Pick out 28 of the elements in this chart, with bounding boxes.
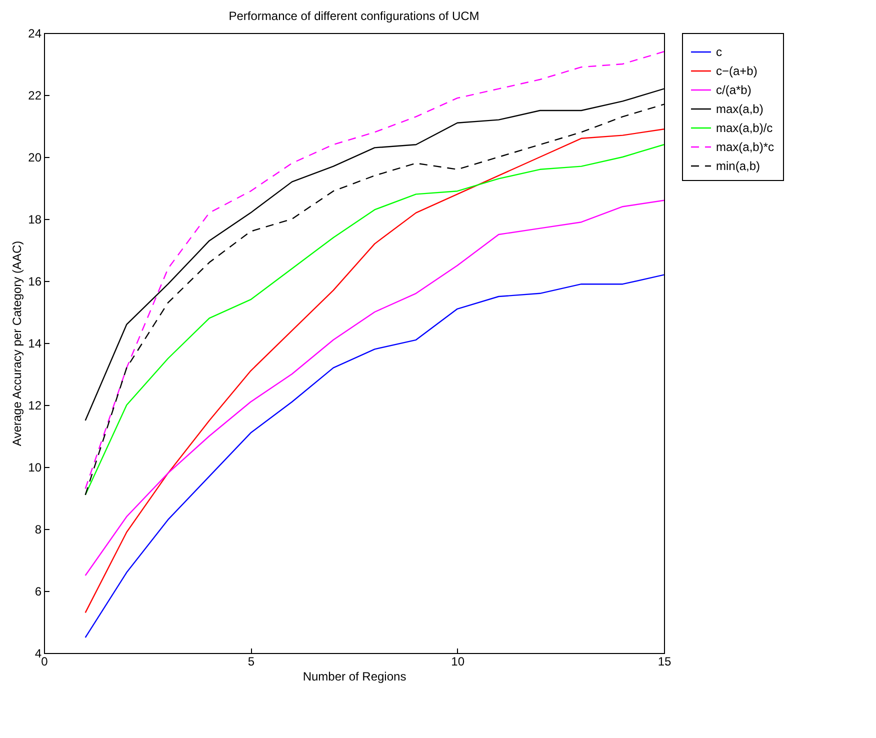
legend-label: max(a,b)/c [716, 121, 773, 135]
y-tick-label: 24 [28, 26, 42, 40]
x-axis-title: Number of Regions [302, 670, 406, 684]
y-axis-title: Average Accuracy per Category (AAC) [10, 240, 24, 446]
legend-label: max(a,b)*c [716, 140, 774, 154]
line-series [84, 274, 664, 638]
y-tick-label: 14 [28, 336, 42, 350]
legend-label: c/(a*b) [716, 83, 752, 97]
y-tick-label: 18 [28, 212, 42, 226]
x-tick-label: 5 [248, 654, 255, 668]
y-tick-label: 22 [28, 88, 42, 102]
x-tick-label: 10 [451, 654, 465, 668]
legend-label: c [716, 45, 722, 59]
y-tick-label: 20 [28, 150, 42, 164]
legend-label: max(a,b) [716, 102, 764, 116]
legend-label: min(a,b) [716, 159, 760, 173]
x-tick-label: 15 [658, 654, 672, 668]
y-tick-label: 16 [28, 274, 42, 288]
legend-label: c−(a+b) [716, 64, 758, 78]
y-tick-label: 10 [28, 460, 42, 474]
y-tick-label: 8 [34, 522, 42, 536]
y-tick-label: 6 [34, 584, 42, 598]
line-series [84, 200, 664, 576]
y-tick-label: 4 [34, 646, 42, 660]
x-tick-label: 0 [41, 654, 48, 668]
line-series [84, 128, 664, 614]
chart-title: Performance of different configurations of UCM [228, 9, 480, 23]
y-tick-label: 12 [28, 398, 42, 412]
